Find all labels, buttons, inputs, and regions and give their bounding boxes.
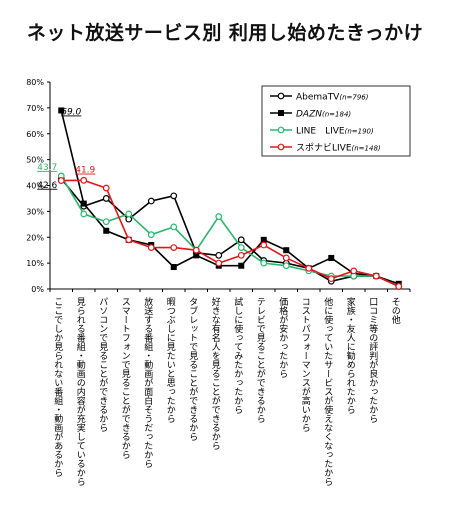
legend-label: AbemaTV(n=796)	[296, 93, 369, 103]
x-tick-label: 暇つぶしに見たいと思ったから	[165, 297, 176, 423]
data-point	[193, 252, 200, 259]
x-tick-label: 他に使っていたサービスが使えなくなったから	[322, 296, 333, 486]
data-labels: 69.0 43.7 42.6 41.9	[37, 107, 95, 190]
x-tick-label: 好きな有名人を見ることができるから	[210, 296, 221, 450]
data-point	[147, 197, 155, 205]
data-point	[350, 267, 358, 275]
data-point	[170, 264, 177, 271]
data-label: 41.9	[75, 166, 95, 176]
data-point	[215, 251, 223, 259]
x-tick-label: 口コミ等の評判が良かったから	[367, 297, 378, 423]
axes: 0% 10% 20% 30% 40% 50% 60% 70% 80%	[26, 78, 411, 294]
data-point	[80, 176, 88, 184]
series-line	[60, 178, 400, 288]
data-point	[80, 210, 88, 218]
data-point	[170, 223, 178, 231]
legend-item: LINE LIVE(n=190)	[270, 127, 374, 137]
data-point	[102, 184, 110, 192]
legend-box	[261, 85, 411, 157]
x-tick-label: テレビで見ることができるから	[255, 297, 266, 423]
x-tick-label: スマートフォンで見ることができるから	[120, 297, 131, 459]
series-lines	[57, 107, 403, 290]
y-tick-label: 0%	[31, 285, 44, 294]
series-line	[60, 175, 400, 288]
x-tick-label: パソコンで見ることができるから	[97, 297, 108, 432]
legend-label: LINE LIVE(n=190)	[296, 127, 374, 137]
data-point	[260, 259, 268, 267]
y-tick-label: 20%	[26, 233, 44, 242]
data-point	[58, 107, 65, 114]
legend-marker	[278, 110, 284, 116]
data-point	[237, 251, 245, 259]
data-point	[125, 236, 133, 244]
data-point	[80, 200, 87, 207]
data-point	[102, 195, 110, 202]
data-label: 42.6	[37, 181, 57, 191]
data-point	[305, 264, 313, 272]
data-point	[237, 236, 245, 244]
x-tick-label: ここでしか見られない番組・動画があるから	[52, 297, 63, 477]
legend-marker	[277, 92, 285, 100]
legend-item: スポナビLIVE(n=148)	[270, 143, 381, 154]
data-point	[282, 262, 290, 270]
legend-marker	[277, 143, 285, 151]
data-point	[103, 227, 110, 234]
data-point	[238, 262, 245, 269]
data-point	[327, 275, 335, 283]
y-tick-label: 80%	[26, 78, 44, 87]
legend-label: スポナビLIVE(n=148)	[296, 143, 381, 154]
y-tick-label: 10%	[26, 259, 44, 268]
data-point	[372, 272, 380, 280]
data-point	[237, 244, 245, 252]
data-point	[283, 247, 290, 254]
data-point	[170, 244, 178, 252]
y-tick-label: 50%	[26, 156, 44, 165]
legend-marker	[277, 126, 285, 134]
legend-item: DAZN(n=184)	[270, 110, 351, 120]
data-point	[215, 213, 223, 220]
data-point	[282, 254, 290, 262]
data-point	[102, 218, 110, 226]
data-point	[328, 254, 335, 261]
series-line	[60, 110, 400, 285]
data-label: 69.0	[61, 107, 81, 117]
x-tick-label: 家族・友人に勧められたから	[345, 296, 356, 414]
data-point	[395, 283, 403, 290]
data-point	[170, 192, 178, 200]
series-line	[61, 179, 400, 288]
y-tick-label: 70%	[26, 104, 44, 113]
x-tick-label: 試しに使ってみたかったから	[232, 296, 243, 414]
data-point	[147, 231, 155, 239]
data-point	[260, 241, 268, 249]
y-tick-label: 30%	[26, 207, 44, 216]
series-3	[57, 176, 403, 290]
x-tick-label: その他	[390, 297, 401, 325]
data-point	[57, 177, 65, 184]
x-tick-label: 価格が安かったから	[277, 296, 288, 378]
data-point	[192, 246, 200, 254]
data-label: 43.7	[37, 163, 57, 173]
legend-item: AbemaTV(n=796)	[270, 93, 369, 103]
x-tick-label: 見られる番組・動画の内容が充実しているから	[75, 297, 86, 486]
y-tick-label: 60%	[26, 130, 44, 139]
x-tick-label: タブレットで見ることができるから	[187, 297, 198, 441]
chart-title: ネット放送サービス別 利用し始めたきっかけ	[26, 22, 424, 44]
data-point	[260, 236, 267, 243]
legend: AbemaTV(n=796) DAZN(n=184) LINE LIVE(n=190…	[261, 85, 411, 157]
data-point	[215, 259, 223, 267]
x-tick-label: 放送する番組・動画が面白そうだったから	[142, 296, 153, 468]
x-tick-label: コストパフォーマンスが高いから	[300, 297, 311, 432]
y-tick-label: 40%	[26, 182, 44, 191]
data-point	[147, 244, 155, 252]
x-tick-labels: ここでしか見られない番組・動画があるから 見られる番組・動画の内容が充実しているか…	[52, 296, 400, 486]
legend-label: DAZN(n=184)	[296, 110, 351, 120]
data-point	[125, 210, 133, 218]
